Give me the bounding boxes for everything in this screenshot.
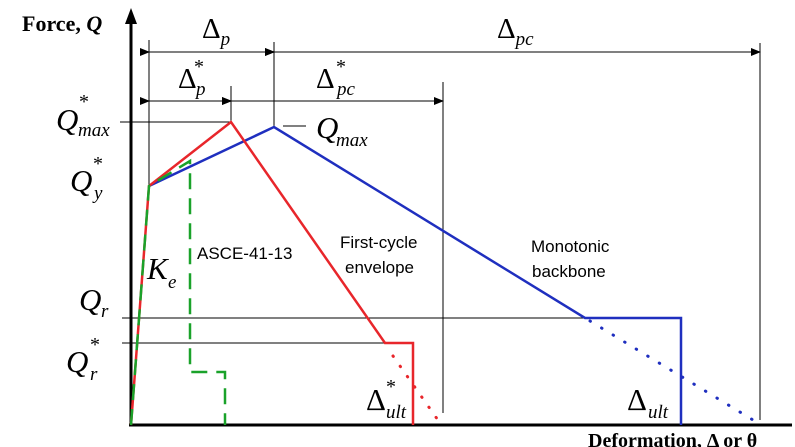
svg-text:*: *	[93, 153, 103, 175]
dimension-arrows	[140, 48, 761, 105]
svg-text:max: max	[78, 120, 110, 141]
svg-text:e: e	[168, 272, 176, 293]
svg-text:Δ: Δ	[366, 382, 386, 417]
label-delta-p: Δp	[202, 13, 230, 50]
label-delta-ult-star: Δ * ult	[366, 376, 407, 423]
svg-text:Q: Q	[316, 110, 338, 145]
label-delta-pc-star: Δ * pc	[316, 56, 356, 100]
svg-text:*: *	[194, 56, 204, 78]
y-axis-title: Force, Q	[22, 11, 102, 36]
x-axis-title: Deformation, Δ or θ	[588, 430, 757, 447]
axes	[125, 8, 792, 427]
svg-text:*: *	[79, 91, 89, 113]
label-qmax-star: Q * max	[56, 91, 110, 141]
svg-text:*: *	[386, 376, 396, 398]
label-qy-star: Q * y	[70, 153, 103, 204]
first-cycle-envelope-curve	[129, 120, 415, 426]
svg-text:r: r	[90, 364, 98, 385]
svg-text:y: y	[92, 183, 103, 204]
first-cycle-envelope-dotted	[391, 354, 442, 425]
label-qmax: Q max	[316, 110, 368, 151]
y-axis-arrow-icon	[125, 8, 137, 24]
svg-text:Q: Q	[79, 282, 101, 317]
svg-text:ult: ult	[648, 402, 669, 423]
svg-text:Q: Q	[66, 344, 88, 379]
svg-text:Δ: Δ	[178, 63, 197, 95]
svg-text:max: max	[336, 130, 368, 151]
label-qr-star: Q * r	[66, 334, 100, 385]
label-ke: K e	[146, 251, 176, 293]
label-asce-41-13: ASCE-41-13	[197, 244, 292, 263]
svg-text:p: p	[194, 79, 206, 100]
svg-text:Δ: Δ	[627, 382, 647, 417]
svg-text:Δ: Δ	[316, 63, 335, 95]
svg-text:Q: Q	[56, 102, 78, 137]
svg-text:K: K	[146, 251, 170, 286]
guide-lines	[120, 40, 761, 420]
label-delta-pc: Δpc	[497, 13, 534, 50]
monotonic-backbone-curve	[148, 125, 683, 425]
label-first-cycle-envelope: First-cycle envelope	[340, 233, 422, 277]
svg-text:Q: Q	[70, 163, 92, 198]
svg-text:pc: pc	[335, 79, 356, 100]
svg-text:r: r	[101, 301, 109, 322]
label-delta-ult: Δ ult	[627, 382, 669, 423]
asce-41-13-curve	[129, 158, 227, 426]
svg-text:ult: ult	[386, 402, 407, 423]
label-qr: Q r	[79, 282, 109, 322]
svg-text:*: *	[336, 56, 346, 78]
label-monotonic-backbone: Monotonic backbone	[531, 237, 614, 281]
label-delta-p-star: Δ * p	[178, 56, 206, 100]
monotonic-backbone-dotted	[588, 319, 760, 425]
svg-text:*: *	[90, 334, 100, 356]
curves	[129, 120, 760, 426]
